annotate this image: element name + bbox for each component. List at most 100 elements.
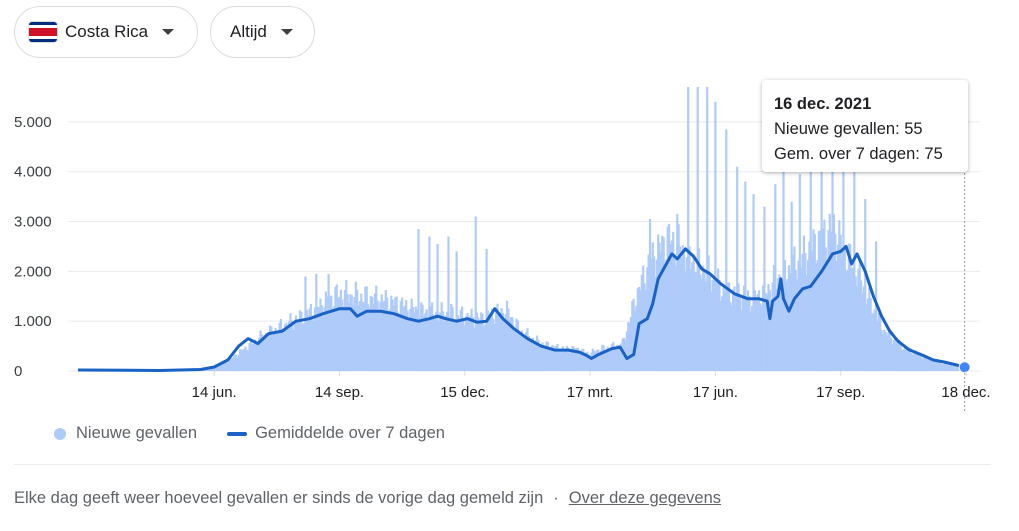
about-data-link[interactable]: Over deze gegevens [568,489,722,507]
tooltip-cases: Nieuwe gevallen: 55 [774,120,923,138]
bar [356,289,359,371]
bar [465,316,468,371]
bar [659,251,663,371]
tooltip-average: Gem. over 7 dagen: 75 [774,145,943,163]
bar [545,341,548,371]
bar [839,234,842,371]
legend-dot-icon [54,427,66,440]
bar [842,136,845,371]
bar [510,316,513,371]
bar [459,309,462,371]
bar [789,272,792,371]
bar [422,315,426,371]
bar [894,338,897,371]
bar [477,317,480,371]
bar [349,294,352,371]
bar [495,311,498,371]
bar [531,337,534,371]
bar [632,298,635,371]
bar [236,357,239,371]
bar [437,321,441,371]
bar [670,240,673,371]
bar [904,347,908,371]
bar [900,350,904,371]
time-range-selector[interactable]: Altijd [210,6,315,58]
bar [458,319,461,371]
bar [524,331,528,371]
bar [873,309,876,371]
bar [888,329,891,371]
bar [870,314,874,371]
bar [228,360,231,371]
bar [643,283,646,371]
bar [292,329,295,371]
bar [881,334,885,371]
x-tick-label: 15 dec. [440,384,489,401]
bar [482,325,485,371]
bar [237,354,240,371]
bar [845,270,848,371]
bar [316,307,319,371]
bar [781,279,784,371]
bar [932,360,935,371]
bar [406,310,409,371]
bar [639,290,642,371]
bar [421,304,424,371]
bar [666,226,669,371]
bar [350,295,353,371]
bar [391,299,394,371]
bar [943,363,946,371]
bar [234,354,238,371]
bar [808,241,811,371]
bar [497,312,500,371]
bar [665,259,668,371]
bar [583,352,586,371]
bar [541,342,544,371]
bar [655,259,658,371]
country-selector[interactable]: Costa Rica [14,6,198,58]
bar [366,304,370,371]
bar [761,285,765,371]
bar [390,295,393,371]
bar [644,290,648,371]
bar [221,364,224,371]
bar [885,336,889,371]
bar [474,216,477,371]
bar [297,319,300,371]
bar [470,308,473,371]
cases-chart[interactable]: 0 1.000 2.000 3.000 4.000 5.000 14 jun. 14 sep.… [0,70,1019,415]
bar [559,352,562,371]
bar [230,357,234,371]
bar [271,334,274,371]
bar [744,181,747,371]
bar [534,340,537,371]
bar [317,307,321,371]
bar [727,282,731,371]
chevron-down-icon [280,29,293,35]
bar [538,346,541,371]
bar [902,349,905,371]
bar [480,312,483,371]
bar [379,301,382,371]
bar [674,265,678,371]
bar [606,346,609,371]
bar [262,339,265,371]
bar [341,299,344,371]
bar [273,333,276,371]
bar [779,286,782,371]
bar [817,230,821,371]
bar [718,279,721,371]
bar [823,219,826,371]
divider [14,464,991,465]
bar [466,313,469,371]
bar [452,321,456,371]
bar [821,228,825,371]
bar [549,349,552,371]
bar [324,291,327,371]
bar [460,306,464,371]
bar [335,284,338,371]
bar [516,320,520,371]
bar [485,248,488,371]
bar [462,319,465,371]
bar [399,300,402,371]
